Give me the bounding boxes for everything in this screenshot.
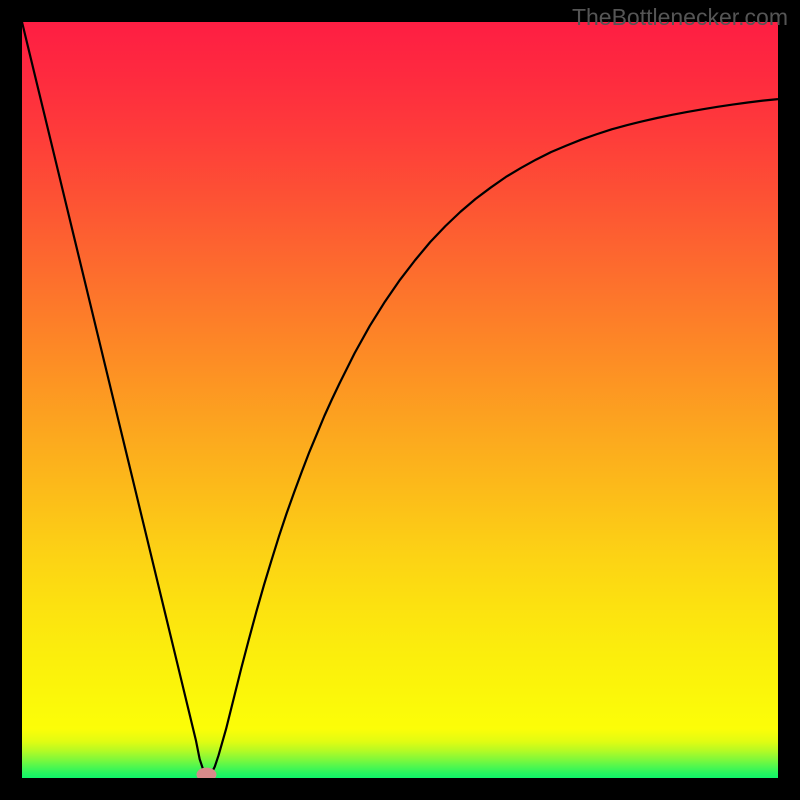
bottleneck-chart: TheBottlenecker.com	[0, 0, 800, 800]
chart-background	[22, 22, 778, 778]
watermark-text: TheBottlenecker.com	[572, 4, 788, 31]
chart-svg	[0, 0, 800, 800]
